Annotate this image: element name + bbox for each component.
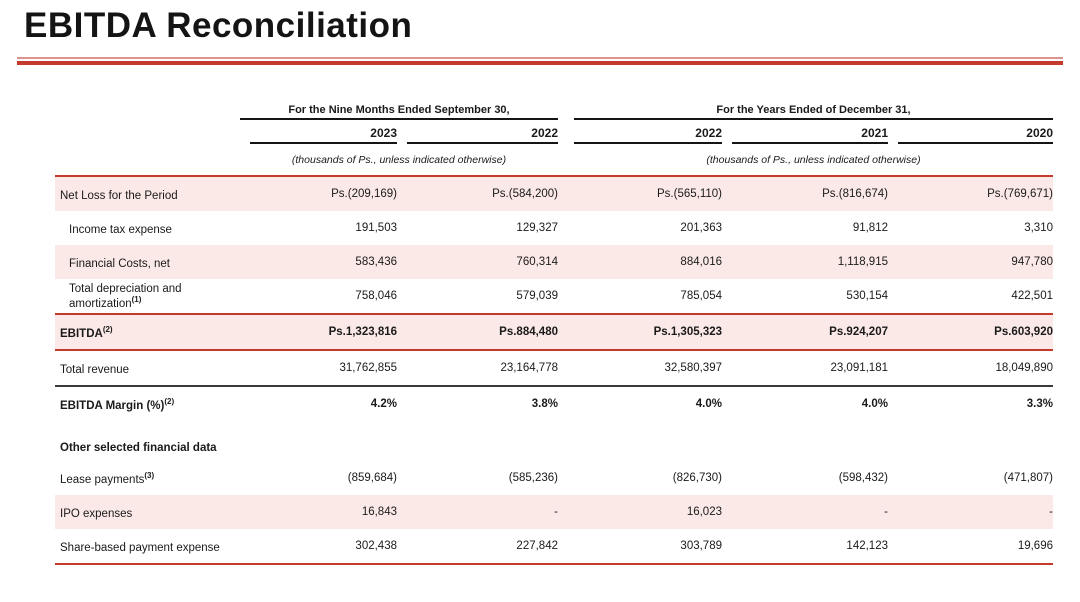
column-group-header-row: For the Nine Months Ended September 30, … [55, 101, 1053, 120]
year-header: 2022 [574, 126, 722, 144]
footnote-marker: (3) [144, 470, 155, 480]
cell-value: Ps.(209,169) [331, 188, 397, 200]
cell-value: (859,684) [347, 472, 397, 484]
title-divider-thick-line [17, 61, 1063, 65]
title-divider [17, 57, 1063, 65]
column-group-nine-months: For the Nine Months Ended September 30, [240, 104, 558, 120]
cell-value: Ps.884,480 [499, 326, 558, 338]
year-header-row: 2023 2022 2022 2021 2020 [55, 120, 1053, 144]
page-title: EBITDA Reconciliation [24, 6, 413, 45]
row-label: Income tax expense [69, 223, 172, 236]
cell-value: 4.2% [370, 398, 397, 410]
cell-value: 16,843 [361, 506, 397, 518]
row-label: Lease payments(3) [60, 470, 155, 486]
cell-value: 579,039 [516, 290, 558, 302]
cell-value: 758,046 [355, 290, 397, 302]
table-row-lease-payments: Lease payments(3) (859,684) (585,236) (8… [55, 461, 1053, 495]
cell-value: 785,054 [680, 290, 722, 302]
table-row-net-loss: Net Loss for the Period Ps.(209,169) Ps.… [55, 177, 1053, 211]
cell-value: (826,730) [672, 472, 722, 484]
cell-value: - [554, 506, 558, 518]
cell-value: - [884, 506, 888, 518]
footnote-marker: (2) [102, 324, 113, 334]
cell-value: 129,327 [516, 222, 558, 234]
cell-value: 32,580,397 [664, 362, 722, 374]
row-label: Total revenue [60, 363, 130, 376]
cell-value: 422,501 [1011, 290, 1053, 302]
table-row-depreciation: Total depreciation and amortization(1) 7… [55, 279, 1053, 313]
cell-value: 530,154 [846, 290, 888, 302]
cell-value: 884,016 [680, 256, 722, 268]
ebitda-reconciliation-table: For the Nine Months Ended September 30, … [55, 101, 1053, 565]
cell-value: 16,023 [686, 506, 722, 518]
cell-value: 1,118,915 [837, 256, 888, 268]
cell-value: Ps.(584,200) [492, 188, 558, 200]
cell-value: (598,432) [838, 472, 888, 484]
cell-value: 23,164,778 [500, 362, 558, 374]
cell-value: 302,438 [355, 540, 397, 552]
table-row-ebitda-margin: EBITDA Margin (%)(2) 4.2% 3.8% 4.0% 4.0%… [55, 387, 1053, 421]
row-label: Share-based payment expense [60, 541, 220, 554]
row-label: EBITDA(2) [60, 324, 113, 340]
cell-value: Ps.(769,671) [987, 188, 1053, 200]
cell-value: 583,436 [355, 256, 397, 268]
table-row-financial-costs: Financial Costs, net 583,436 760,314 884… [55, 245, 1053, 279]
title-divider-thin-line [17, 57, 1063, 59]
cell-value: 31,762,855 [339, 362, 397, 374]
year-header: 2020 [898, 126, 1053, 144]
units-note: (thousands of Ps., unless indicated othe… [291, 154, 507, 166]
row-label: Net Loss for the Period [60, 189, 178, 202]
cell-value: 303,789 [680, 540, 722, 552]
cell-value: 91,812 [852, 222, 888, 234]
footnote-marker: (2) [164, 396, 175, 406]
year-header: 2022 [407, 126, 558, 144]
table-row-share-based-payment: Share-based payment expense 302,438 227,… [55, 529, 1053, 565]
cell-value: Ps.603,920 [994, 326, 1053, 338]
cell-value: 760,314 [516, 256, 558, 268]
cell-value: 3.3% [1026, 398, 1053, 410]
column-group-years: For the Years Ended of December 31, [574, 104, 1053, 120]
cell-value: Ps.(565,110) [657, 188, 722, 200]
row-label: Financial Costs, net [69, 257, 170, 270]
year-header: 2023 [250, 126, 397, 144]
cell-value: 19,696 [1017, 540, 1053, 552]
row-label: EBITDA Margin (%)(2) [60, 396, 175, 412]
section-heading-other-data: Other selected financial data [60, 441, 217, 454]
cell-value: 18,049,890 [995, 362, 1053, 374]
units-note: (thousands of Ps., unless indicated othe… [706, 154, 921, 166]
cell-value: 4.0% [695, 398, 722, 410]
cell-value: 142,123 [846, 540, 888, 552]
cell-value: Ps.1,323,816 [328, 326, 397, 338]
units-note-row: (thousands of Ps., unless indicated othe… [55, 144, 1053, 169]
table-row-ebitda: EBITDA(2) Ps.1,323,816 Ps.884,480 Ps.1,3… [55, 313, 1053, 351]
table-row-income-tax: Income tax expense 191,503 129,327 201,3… [55, 211, 1053, 245]
cell-value: 227,842 [516, 540, 558, 552]
cell-value: Ps.924,207 [829, 326, 888, 338]
row-label: IPO expenses [60, 507, 133, 520]
cell-value: (471,807) [1003, 472, 1053, 484]
cell-value: 4.0% [861, 398, 888, 410]
cell-value: Ps.1,305,323 [653, 326, 722, 338]
cell-value: 201,363 [680, 222, 722, 234]
cell-value: 23,091,181 [830, 362, 888, 374]
table-row-total-revenue: Total revenue 31,762,855 23,164,778 32,5… [55, 351, 1053, 387]
table-row-ipo-expenses: IPO expenses 16,843 - 16,023 - - [55, 495, 1053, 529]
cell-value: 3,310 [1024, 222, 1053, 234]
cell-value: Ps.(816,674) [822, 188, 888, 200]
cell-value: (585,236) [508, 472, 558, 484]
year-header: 2021 [732, 126, 888, 144]
footnote-marker: (1) [131, 294, 142, 304]
cell-value: 3.8% [531, 398, 558, 410]
cell-value: 947,780 [1011, 256, 1053, 268]
cell-value: - [1049, 506, 1053, 518]
table-top-rule [55, 175, 1053, 177]
row-label: Total depreciation and amortization(1) [69, 282, 182, 310]
cell-value: 191,503 [355, 222, 397, 234]
